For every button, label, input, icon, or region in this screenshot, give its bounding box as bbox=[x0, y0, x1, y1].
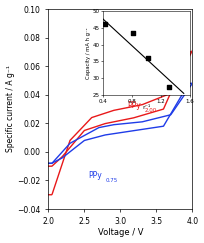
Y-axis label: Specific current / A g⁻¹: Specific current / A g⁻¹ bbox=[6, 66, 14, 152]
Text: 0.75: 0.75 bbox=[105, 178, 118, 183]
Text: PPy: PPy bbox=[128, 101, 141, 110]
Text: PPy: PPy bbox=[88, 171, 102, 180]
X-axis label: Voltage / V: Voltage / V bbox=[98, 228, 143, 237]
Text: 2.00: 2.00 bbox=[145, 108, 157, 113]
